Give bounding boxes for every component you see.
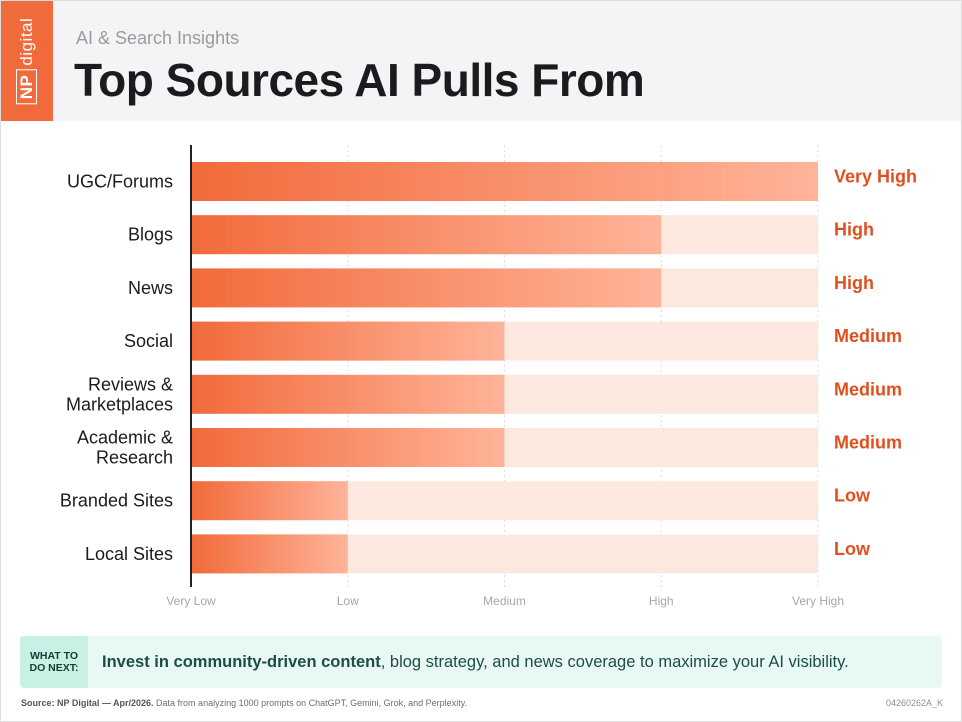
bar bbox=[191, 374, 505, 414]
page-title: Top Sources AI Pulls From bbox=[74, 54, 645, 106]
value-label: Low bbox=[834, 486, 871, 506]
x-tick-label: Medium bbox=[483, 594, 526, 608]
category-label: Blogs bbox=[128, 225, 173, 245]
value-label: Medium bbox=[834, 379, 902, 399]
footer-source-bold: Source: NP Digital — Apr/2026. bbox=[21, 698, 154, 708]
footer-source-rest: Data from analyzing 1000 prompts on Chat… bbox=[153, 698, 468, 708]
what-to-do-next-banner: WHAT TO DO NEXT: Invest in community-dri… bbox=[20, 636, 942, 688]
logo-word: digital bbox=[17, 17, 36, 66]
bar bbox=[191, 321, 505, 361]
category-label: Marketplaces bbox=[66, 394, 173, 414]
value-label: Very High bbox=[834, 167, 917, 187]
category-label: Reviews & bbox=[88, 374, 173, 394]
cta-tag-line2: DO NEXT: bbox=[29, 662, 79, 674]
x-tick-label: Very High bbox=[792, 594, 844, 608]
page-subtitle: AI & Search Insights bbox=[76, 28, 240, 48]
category-label: UGC/Forums bbox=[67, 172, 173, 192]
category-label: Research bbox=[96, 448, 173, 468]
x-tick-label: Low bbox=[337, 594, 359, 608]
value-label: Medium bbox=[834, 326, 902, 346]
cta-tag: WHAT TO DO NEXT: bbox=[20, 636, 88, 688]
logo-text: NP digital bbox=[16, 17, 37, 105]
cta-tag-line1: WHAT TO bbox=[29, 650, 79, 662]
category-label: Social bbox=[124, 331, 173, 351]
footer-source: Source: NP Digital — Apr/2026. Data from… bbox=[21, 698, 467, 708]
x-tick-label: Very Low bbox=[166, 594, 216, 608]
category-label: Branded Sites bbox=[60, 491, 173, 511]
value-label: High bbox=[834, 220, 874, 240]
value-label: Medium bbox=[834, 433, 902, 453]
bar bbox=[191, 162, 818, 201]
bar bbox=[191, 215, 662, 255]
header: NP digital AI & Search Insights Top Sourc… bbox=[1, 1, 961, 121]
x-tick-label: High bbox=[649, 594, 674, 608]
bar bbox=[191, 534, 348, 574]
cta-rest-text: , blog strategy, and news coverage to ma… bbox=[380, 653, 849, 671]
bar bbox=[191, 428, 505, 467]
value-label: Low bbox=[834, 539, 871, 559]
logo-np: NP bbox=[16, 69, 37, 105]
footer-doc-id: 04260262A_K bbox=[885, 698, 943, 708]
np-digital-logo: NP digital bbox=[1, 1, 53, 121]
cta-text: Invest in community-driven content, blog… bbox=[102, 636, 849, 688]
bar bbox=[191, 268, 662, 308]
bar-chart: UGC/Forums Very High Blogs High News High Soci… bbox=[60, 145, 917, 608]
category-label: Academic & bbox=[77, 428, 173, 448]
bar bbox=[191, 481, 348, 521]
value-label: High bbox=[834, 273, 874, 293]
category-label: Local Sites bbox=[85, 544, 173, 564]
cta-strong-text: Invest in community-driven content bbox=[102, 653, 381, 671]
category-label: News bbox=[128, 278, 173, 298]
